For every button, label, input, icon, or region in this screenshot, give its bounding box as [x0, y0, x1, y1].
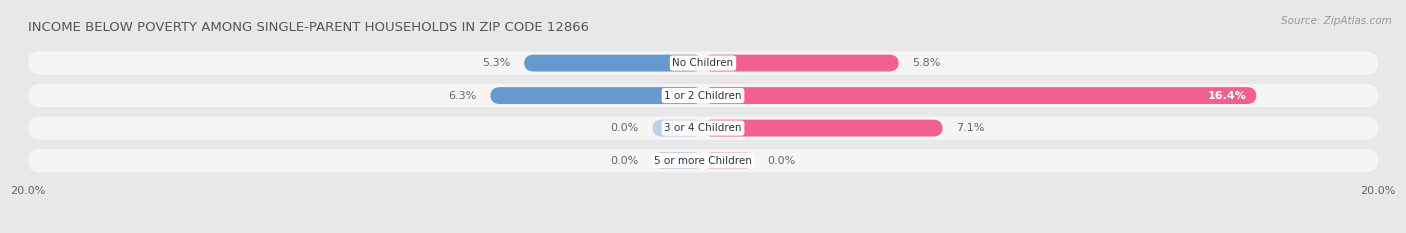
Text: 7.1%: 7.1%: [956, 123, 984, 133]
Text: 5 or more Children: 5 or more Children: [654, 156, 752, 166]
Text: Source: ZipAtlas.com: Source: ZipAtlas.com: [1281, 16, 1392, 26]
FancyBboxPatch shape: [703, 120, 942, 137]
FancyBboxPatch shape: [703, 87, 1257, 104]
Text: 0.0%: 0.0%: [610, 156, 638, 166]
Text: No Children: No Children: [672, 58, 734, 68]
Text: 6.3%: 6.3%: [449, 91, 477, 101]
FancyBboxPatch shape: [28, 51, 1378, 75]
Text: 0.0%: 0.0%: [610, 123, 638, 133]
FancyBboxPatch shape: [28, 116, 1378, 140]
Text: 0.0%: 0.0%: [768, 156, 796, 166]
Text: 1 or 2 Children: 1 or 2 Children: [664, 91, 742, 101]
FancyBboxPatch shape: [652, 152, 703, 169]
Text: INCOME BELOW POVERTY AMONG SINGLE-PARENT HOUSEHOLDS IN ZIP CODE 12866: INCOME BELOW POVERTY AMONG SINGLE-PARENT…: [28, 21, 589, 34]
Text: 5.3%: 5.3%: [482, 58, 510, 68]
Text: 3 or 4 Children: 3 or 4 Children: [664, 123, 742, 133]
FancyBboxPatch shape: [652, 120, 703, 137]
FancyBboxPatch shape: [28, 84, 1378, 107]
FancyBboxPatch shape: [703, 152, 754, 169]
Text: 5.8%: 5.8%: [912, 58, 941, 68]
FancyBboxPatch shape: [703, 55, 898, 72]
FancyBboxPatch shape: [524, 55, 703, 72]
Text: 16.4%: 16.4%: [1208, 91, 1246, 101]
FancyBboxPatch shape: [491, 87, 703, 104]
FancyBboxPatch shape: [28, 149, 1378, 172]
